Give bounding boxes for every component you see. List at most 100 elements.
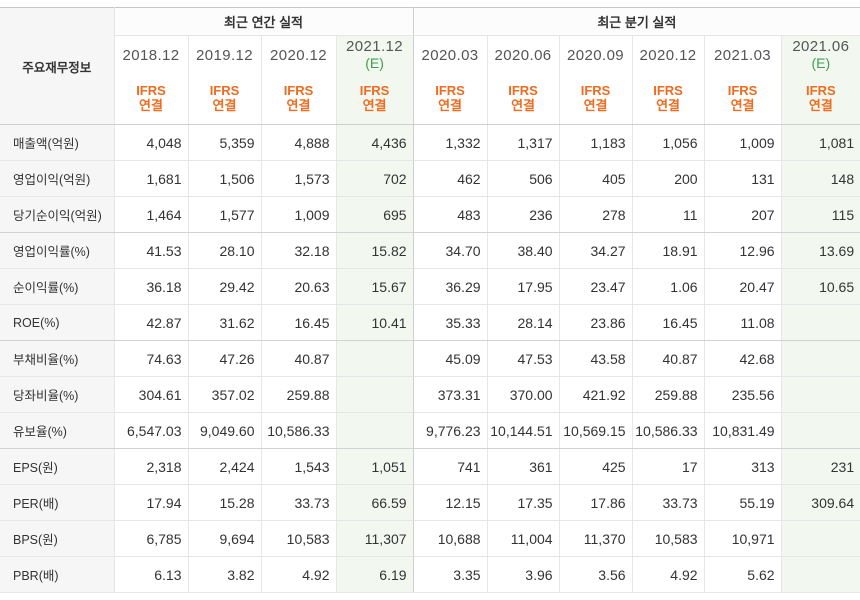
value-cell: 42.68 — [703, 340, 782, 377]
value-cell: 695 — [335, 196, 414, 233]
value-cell: 4,048 — [113, 124, 189, 161]
value-cell: 2,318 — [113, 448, 189, 485]
accounting-standard-header: IFRS 연결 — [260, 75, 337, 125]
value-cell — [780, 340, 860, 377]
value-cell — [335, 376, 414, 413]
value-cell: 10.65 — [780, 268, 860, 305]
value-cell: 313 — [703, 448, 782, 485]
value-cell: 47.26 — [187, 340, 262, 377]
value-cell: 1,009 — [260, 196, 337, 233]
row-label: 순이익률(%) — [0, 268, 115, 305]
value-cell: 17.94 — [113, 484, 189, 521]
value-cell: 10,569.15 — [558, 412, 633, 449]
value-cell: 23.86 — [558, 304, 633, 341]
annual-results-header: 최근 연간 실적 — [113, 7, 414, 36]
accounting-standard-header: IFRS 연결 — [558, 75, 633, 125]
value-cell: 33.73 — [631, 484, 705, 521]
value-cell: 702 — [335, 160, 414, 197]
value-cell: 6.19 — [335, 556, 414, 593]
ifrs-label: IFRS — [806, 82, 836, 98]
period-label: 2020.12 — [639, 46, 697, 64]
value-cell: 43.58 — [558, 340, 633, 377]
value-cell: 357.02 — [187, 376, 262, 413]
value-cell: 41.53 — [113, 232, 189, 269]
row-bps: BPS(원) 6,785 9,694 10,583 11,307 10,688 11,004… — [0, 520, 860, 557]
value-cell: 29.42 — [187, 268, 262, 305]
value-cell: 10.41 — [335, 304, 414, 341]
value-cell — [780, 556, 860, 593]
value-cell: 3.96 — [486, 556, 560, 593]
value-cell: 370.00 — [486, 376, 560, 413]
accounting-standard-header: IFRS 연결 — [187, 75, 262, 125]
period-header: 2020.09 — [558, 35, 633, 76]
value-cell: 11,004 — [486, 520, 560, 557]
financial-summary-panel: 주요재무정보 최근 연간 실적 최근 분기 실적 2018.12 2019.12 2020… — [0, 7, 860, 593]
value-cell: 3.82 — [187, 556, 262, 593]
accounting-standard-header: IFRS 연결 — [335, 75, 414, 125]
value-cell: 10,583 — [631, 520, 705, 557]
consolidated-label: 연결 — [212, 97, 237, 113]
value-cell: 131 — [703, 160, 782, 197]
period-label: 2021.03 — [714, 46, 772, 64]
value-cell: 4.92 — [631, 556, 705, 593]
row-roe: ROE(%) 42.87 31.62 16.45 10.41 35.33 28.14 23.8… — [0, 304, 860, 341]
accounting-standard-header: IFRS 연결 — [113, 75, 189, 125]
value-cell: 9,694 — [187, 520, 262, 557]
quarterly-results-header: 최근 분기 실적 — [412, 7, 860, 36]
consolidated-label: 연결 — [286, 97, 311, 113]
value-cell: 1,681 — [113, 160, 189, 197]
value-cell: 12.96 — [703, 232, 782, 269]
value-cell: 235.56 — [703, 376, 782, 413]
value-cell: 15.82 — [335, 232, 414, 269]
value-cell: 9,776.23 — [412, 412, 488, 449]
value-cell: 309.64 — [780, 484, 860, 521]
value-cell: 36.29 — [412, 268, 488, 305]
value-cell: 148 — [780, 160, 860, 197]
value-cell: 405 — [558, 160, 633, 197]
value-cell — [335, 412, 414, 449]
value-cell — [780, 376, 860, 413]
value-cell: 115 — [780, 196, 860, 233]
value-cell: 6.13 — [113, 556, 189, 593]
row-label: PER(배) — [0, 484, 115, 521]
value-cell: 1,317 — [486, 124, 560, 161]
financial-summary-table: 주요재무정보 최근 연간 실적 최근 분기 실적 2018.12 2019.12 2020… — [0, 7, 860, 593]
period-header-row: 2018.12 2019.12 2020.12 2021.12 (E) 2020.03 20… — [0, 35, 860, 76]
period-header: 2020.06 — [486, 35, 560, 76]
value-cell: 15.67 — [335, 268, 414, 305]
consolidated-label: 연결 — [511, 97, 535, 113]
value-cell: 17.86 — [558, 484, 633, 521]
period-label: 2020.06 — [494, 46, 552, 64]
ifrs-label: IFRS — [209, 82, 240, 98]
value-cell: 3.35 — [412, 556, 488, 593]
value-cell: 42.87 — [113, 304, 189, 341]
row-operating-profit: 영업이익(억원) 1,681 1,506 1,573 702 462 506 405 200 13… — [0, 160, 860, 197]
value-cell: 278 — [558, 196, 633, 233]
value-cell: 66.59 — [335, 484, 414, 521]
value-cell: 17.95 — [486, 268, 560, 305]
ifrs-label: IFRS — [508, 82, 538, 98]
value-cell: 6,785 — [113, 520, 189, 557]
consolidated-label: 연결 — [139, 97, 163, 113]
value-cell: 10,971 — [703, 520, 782, 557]
value-cell: 10,144.51 — [486, 412, 560, 449]
consolidated-label: 연결 — [438, 97, 462, 113]
value-cell: 231 — [780, 448, 860, 485]
accounting-standard-header: IFRS 연결 — [412, 75, 488, 125]
value-cell: 36.18 — [113, 268, 189, 305]
value-cell — [335, 340, 414, 377]
value-cell: 421.92 — [558, 376, 633, 413]
value-cell: 10,586.33 — [631, 412, 705, 449]
period-label: 2019.12 — [195, 46, 254, 64]
value-cell: 74.63 — [113, 340, 189, 377]
row-label: 부채비율(%) — [0, 340, 115, 377]
value-cell: 4,888 — [260, 124, 337, 161]
ifrs-label: IFRS — [727, 82, 758, 98]
value-cell: 35.33 — [412, 304, 488, 341]
value-cell: 20.63 — [260, 268, 337, 305]
value-cell: 10,583 — [260, 520, 337, 557]
value-cell: 425 — [558, 448, 633, 485]
value-cell: 373.31 — [412, 376, 488, 413]
value-cell: 17 — [631, 448, 705, 485]
value-cell: 5.62 — [703, 556, 782, 593]
